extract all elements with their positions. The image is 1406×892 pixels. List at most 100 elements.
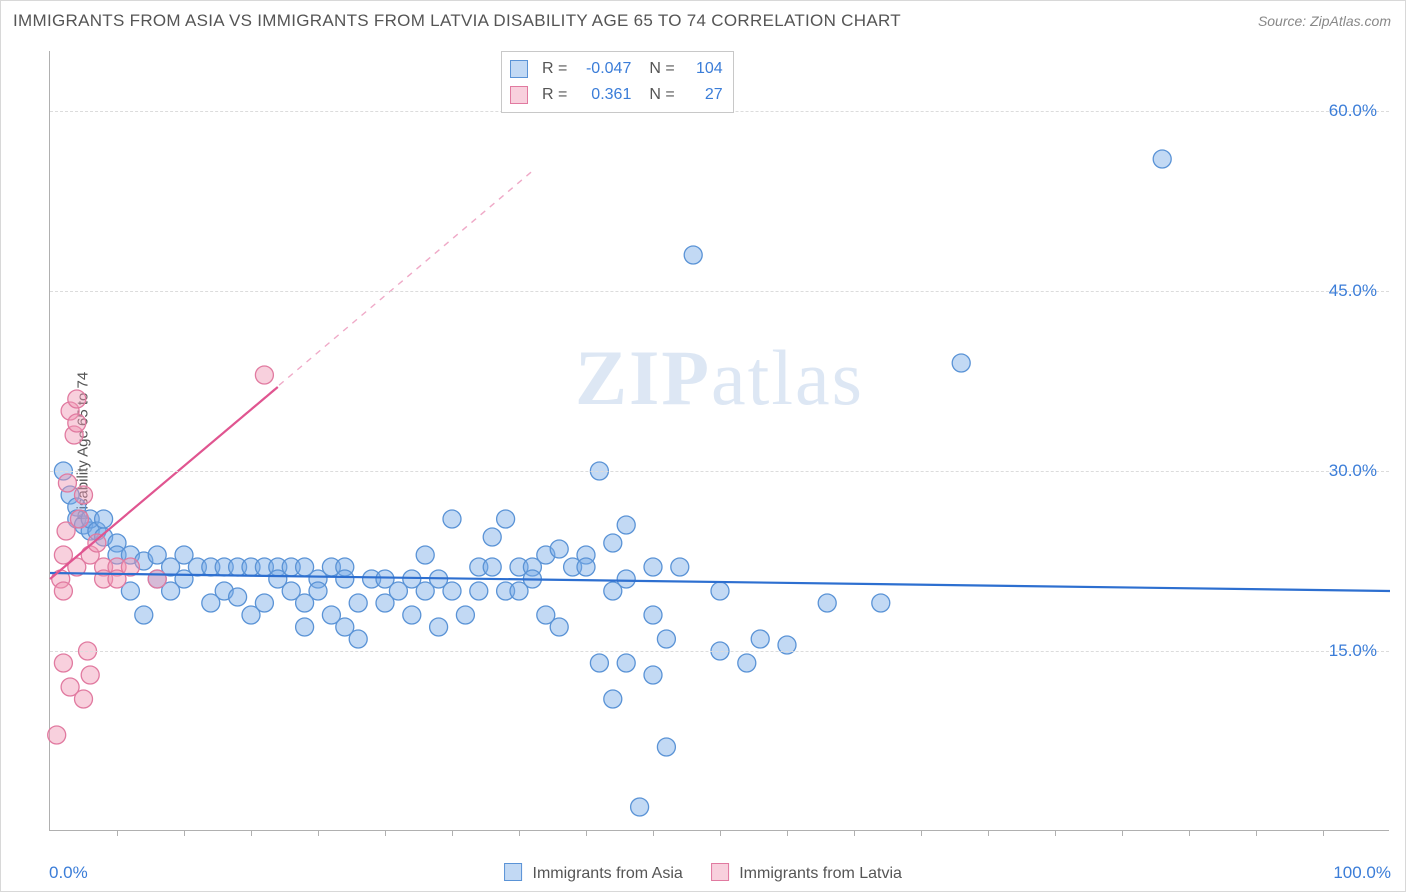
data-point	[443, 510, 461, 528]
data-point	[95, 510, 113, 528]
x-tick	[787, 830, 788, 836]
data-point	[684, 246, 702, 264]
data-point	[68, 390, 86, 408]
x-tick	[921, 830, 922, 836]
data-point	[75, 486, 93, 504]
data-point	[416, 546, 434, 564]
data-point	[617, 654, 635, 672]
data-point	[70, 510, 88, 528]
data-point	[497, 510, 515, 528]
stats-row: R = 0.361 N = 27	[510, 82, 723, 108]
data-point	[617, 516, 635, 534]
data-point	[657, 630, 675, 648]
data-point	[1153, 150, 1171, 168]
chart-container: IMMIGRANTS FROM ASIA VS IMMIGRANTS FROM …	[0, 0, 1406, 892]
x-min-label: 0.0%	[49, 863, 88, 883]
data-point	[738, 654, 756, 672]
swatch-icon	[510, 60, 528, 78]
x-tick	[519, 830, 520, 836]
r-label: R =	[542, 86, 567, 104]
data-point	[48, 726, 66, 744]
x-tick	[720, 830, 721, 836]
series-legend: Immigrants from Asia Immigrants from Lat…	[504, 863, 902, 883]
data-point	[68, 414, 86, 432]
swatch-icon	[504, 863, 522, 881]
data-point	[483, 558, 501, 576]
r-label: R =	[542, 60, 567, 78]
legend-label: Immigrants from Latvia	[739, 865, 902, 882]
data-point	[349, 594, 367, 612]
n-label: N =	[649, 86, 674, 104]
data-point	[818, 594, 836, 612]
data-point	[604, 534, 622, 552]
gridline	[50, 291, 1389, 292]
data-point	[617, 570, 635, 588]
data-point	[54, 654, 72, 672]
data-point	[349, 630, 367, 648]
data-point	[403, 606, 421, 624]
data-point	[443, 582, 461, 600]
n-value: 104	[683, 60, 723, 78]
data-point	[255, 594, 273, 612]
data-point	[336, 570, 354, 588]
x-tick	[1189, 830, 1190, 836]
data-point	[309, 582, 327, 600]
data-point	[148, 570, 166, 588]
data-point	[54, 582, 72, 600]
n-label: N =	[649, 60, 674, 78]
y-tick-label: 60.0%	[1329, 101, 1377, 121]
x-tick	[318, 830, 319, 836]
x-tick	[1055, 830, 1056, 836]
n-value: 27	[683, 86, 723, 104]
r-value: 0.361	[575, 86, 631, 104]
plot-area: ZIPatlas 15.0%30.0%45.0%60.0%	[49, 51, 1389, 831]
data-point	[296, 618, 314, 636]
data-point	[58, 474, 76, 492]
data-point	[456, 606, 474, 624]
data-point	[644, 606, 662, 624]
gridline	[50, 471, 1389, 472]
x-tick	[117, 830, 118, 836]
data-point	[604, 690, 622, 708]
scatter-svg	[50, 51, 1390, 831]
data-point	[644, 666, 662, 684]
data-point	[430, 618, 448, 636]
x-tick	[452, 830, 453, 836]
data-point	[751, 630, 769, 648]
data-point	[590, 654, 608, 672]
data-point	[135, 606, 153, 624]
data-point	[255, 366, 273, 384]
x-tick	[1256, 830, 1257, 836]
gridline	[50, 651, 1389, 652]
x-tick	[854, 830, 855, 836]
r-value: -0.047	[575, 60, 631, 78]
x-tick	[1323, 830, 1324, 836]
legend-item: Immigrants from Latvia	[711, 863, 902, 883]
swatch-icon	[711, 863, 729, 881]
data-point	[671, 558, 689, 576]
data-point	[550, 618, 568, 636]
data-point	[483, 528, 501, 546]
data-point	[550, 540, 568, 558]
data-point	[631, 798, 649, 816]
y-tick-label: 30.0%	[1329, 461, 1377, 481]
data-point	[470, 582, 488, 600]
swatch-icon	[510, 86, 528, 104]
x-tick	[586, 830, 587, 836]
x-tick	[1122, 830, 1123, 836]
data-point	[81, 666, 99, 684]
x-tick	[184, 830, 185, 836]
y-tick-label: 15.0%	[1329, 641, 1377, 661]
x-tick	[385, 830, 386, 836]
data-point	[577, 558, 595, 576]
data-point	[229, 588, 247, 606]
x-tick	[653, 830, 654, 836]
data-point	[88, 534, 106, 552]
legend-label: Immigrants from Asia	[533, 865, 683, 882]
y-tick-label: 45.0%	[1329, 281, 1377, 301]
data-point	[75, 690, 93, 708]
data-point	[872, 594, 890, 612]
x-max-label: 100.0%	[1333, 863, 1391, 883]
chart-title: IMMIGRANTS FROM ASIA VS IMMIGRANTS FROM …	[13, 11, 901, 31]
x-tick	[251, 830, 252, 836]
